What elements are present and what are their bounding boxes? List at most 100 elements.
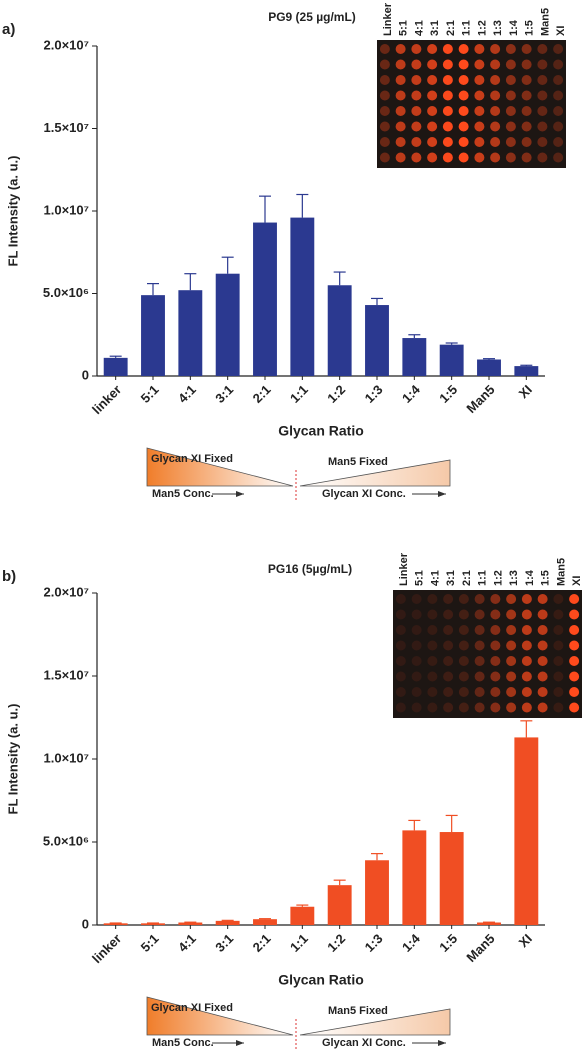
- array-spot: [505, 75, 516, 85]
- array-spot: [537, 75, 548, 85]
- array-spot: [569, 656, 580, 666]
- y-tick-label: 5.0×10⁶: [43, 285, 89, 300]
- y-tick-label: 1.0×10⁷: [44, 202, 90, 217]
- array-spot: [442, 90, 453, 101]
- inset-column-label: XI: [571, 576, 583, 586]
- bar: [178, 922, 203, 925]
- array-spot: [553, 671, 564, 682]
- inset-column-label: 3:1: [429, 20, 441, 36]
- array-spot: [427, 702, 438, 713]
- array-spot: [443, 656, 454, 666]
- array-spot: [521, 609, 532, 620]
- panel-label: b): [2, 568, 16, 585]
- array-spot: [506, 671, 517, 682]
- array-spot: [427, 656, 438, 666]
- array-spot: [379, 90, 390, 101]
- array-spot: [411, 44, 422, 54]
- gradient-triangle: [299, 1008, 451, 1036]
- array-spot: [442, 59, 453, 70]
- error-bar: [221, 256, 234, 274]
- array-spot: [411, 137, 422, 147]
- x-tick-label: 2:1: [250, 931, 274, 955]
- x-tick-label: Man5: [463, 382, 497, 416]
- array-spot: [521, 687, 532, 697]
- array-spot: [458, 671, 469, 682]
- array-spot: [458, 656, 469, 666]
- annotation: Man5 Fixed: [328, 1005, 388, 1017]
- array-spot: [537, 609, 548, 620]
- array-spot: [442, 137, 453, 147]
- bar: [327, 885, 352, 925]
- array-spot: [442, 44, 453, 54]
- x-tick-label: 1:5: [436, 931, 460, 955]
- x-tick-label: 1:4: [399, 930, 423, 954]
- inset-column-label: 4:1: [413, 20, 425, 36]
- array-spot: [490, 687, 501, 697]
- array-spot: [474, 687, 485, 697]
- array-spot: [395, 106, 406, 116]
- bar: [141, 295, 165, 376]
- array-spot: [474, 121, 485, 132]
- y-tick-label: 2.0×10⁷: [44, 584, 90, 599]
- array-image: [377, 40, 566, 168]
- array-spot: [521, 594, 532, 604]
- bar: [402, 338, 427, 376]
- array-spot: [490, 106, 501, 116]
- array-spot: [490, 59, 501, 70]
- bar: [365, 305, 389, 376]
- array-spot: [505, 121, 516, 132]
- array-spot: [458, 609, 469, 620]
- array-spot: [490, 44, 501, 54]
- array-spot: [442, 75, 453, 85]
- array-spot: [427, 640, 438, 651]
- bar: [365, 860, 389, 925]
- error-bar: [147, 283, 159, 296]
- array-spot: [553, 106, 564, 116]
- error-bar: [408, 819, 421, 831]
- error-bar: [296, 904, 309, 907]
- array-spot: [395, 671, 406, 682]
- array-spot: [427, 594, 438, 604]
- bar: [253, 222, 277, 376]
- annotation: Man5 Conc.: [152, 1037, 214, 1049]
- array-spot: [537, 640, 548, 651]
- array-spot: [553, 44, 564, 54]
- array-spot: [537, 106, 548, 116]
- array-spot: [506, 625, 517, 635]
- array-spot: [427, 625, 438, 635]
- bar: [178, 290, 203, 376]
- array-spot: [490, 609, 501, 620]
- array-spot: [474, 59, 485, 70]
- array-spot: [411, 687, 422, 697]
- annotation: Man5 Fixed: [328, 456, 388, 468]
- x-tick-label: 4:1: [175, 931, 199, 955]
- array-spot: [553, 640, 564, 651]
- array-spot: [521, 106, 532, 116]
- array-spot: [474, 152, 485, 163]
- array-spot: [490, 671, 501, 682]
- inset-column-label: 2:1: [445, 20, 457, 36]
- array-spot: [537, 625, 548, 635]
- array-spot: [553, 702, 564, 713]
- array-spot: [458, 59, 469, 70]
- array-spot: [569, 702, 580, 713]
- array-spot: [379, 44, 390, 54]
- array-spot: [411, 594, 422, 604]
- array-spot: [490, 625, 501, 635]
- array-spot: [537, 90, 548, 101]
- y-tick-label: 1.5×10⁷: [44, 120, 90, 135]
- array-spot: [427, 75, 438, 85]
- x-tick-label: 1:5: [436, 382, 460, 406]
- array-spot: [443, 609, 454, 620]
- array-spot: [505, 44, 516, 54]
- bar: [290, 217, 315, 376]
- array-spot: [458, 152, 469, 163]
- array-spot: [474, 640, 485, 651]
- inset-column-label: 1:1: [477, 570, 489, 586]
- array-spot: [490, 594, 501, 604]
- inset-column-label: 2:1: [461, 570, 473, 586]
- inset-column-label: 1:1: [461, 20, 473, 36]
- bar: [439, 832, 464, 925]
- array-spot: [427, 152, 438, 163]
- array-spot: [521, 702, 532, 713]
